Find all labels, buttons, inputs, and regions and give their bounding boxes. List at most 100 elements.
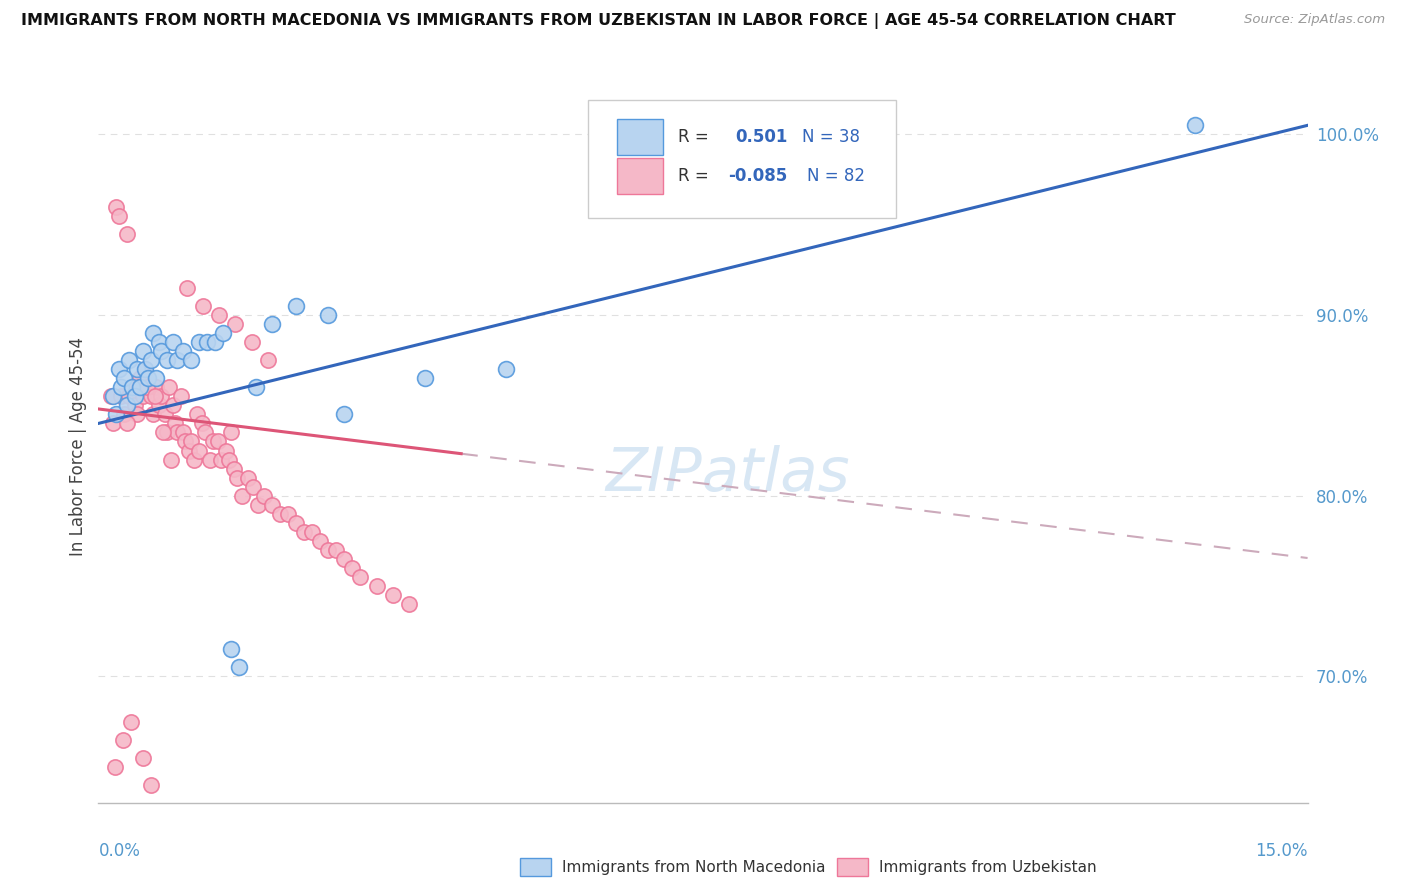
Point — [242, 480, 264, 494]
Point — [157, 380, 180, 394]
Point — [240, 335, 263, 350]
Point — [166, 425, 188, 440]
Point — [316, 542, 339, 557]
Point — [142, 408, 165, 422]
Point — [186, 408, 208, 422]
Text: -0.085: -0.085 — [728, 168, 787, 186]
Point — [139, 389, 162, 403]
Point — [260, 317, 283, 331]
Point — [183, 452, 205, 467]
Point — [194, 425, 217, 440]
Point — [224, 317, 246, 331]
Point — [134, 362, 156, 376]
Point — [134, 362, 156, 376]
Point — [163, 417, 186, 431]
Point — [188, 335, 211, 350]
Point — [245, 380, 267, 394]
Point — [169, 389, 191, 403]
Point — [143, 389, 166, 403]
Point — [231, 489, 253, 503]
Point — [277, 507, 299, 521]
Point — [222, 461, 245, 475]
Point — [218, 452, 240, 467]
Point — [209, 452, 232, 467]
Point — [101, 389, 124, 403]
Text: Source: ZipAtlas.com: Source: ZipAtlas.com — [1244, 13, 1385, 27]
Point — [198, 452, 221, 467]
FancyBboxPatch shape — [617, 159, 664, 194]
Point — [176, 281, 198, 295]
Point — [145, 371, 167, 385]
FancyBboxPatch shape — [617, 120, 664, 155]
Point — [172, 344, 194, 359]
Point — [201, 434, 224, 449]
Point — [128, 380, 150, 394]
Point — [166, 353, 188, 368]
Point — [190, 417, 212, 431]
Point — [215, 443, 238, 458]
Point — [103, 759, 125, 773]
Point — [132, 389, 155, 403]
Point — [152, 425, 174, 440]
Point — [316, 308, 339, 322]
Point — [256, 353, 278, 368]
Y-axis label: In Labor Force | Age 45-54: In Labor Force | Age 45-54 — [69, 336, 87, 556]
Point — [150, 344, 173, 359]
Point — [172, 425, 194, 440]
Point — [212, 326, 235, 340]
Point — [228, 660, 250, 674]
Text: Immigrants from North Macedonia: Immigrants from North Macedonia — [562, 860, 825, 874]
Point — [349, 570, 371, 584]
Point — [101, 417, 124, 431]
Point — [111, 732, 134, 747]
Point — [132, 750, 155, 764]
Point — [162, 398, 184, 412]
Point — [301, 524, 323, 539]
Point — [309, 533, 332, 548]
Point — [153, 408, 176, 422]
Text: 0.0%: 0.0% — [98, 842, 141, 860]
Point — [325, 542, 347, 557]
Point — [413, 371, 436, 385]
Point — [121, 380, 143, 394]
Point — [129, 380, 152, 394]
Point — [115, 227, 138, 241]
Point — [180, 353, 202, 368]
Point — [253, 489, 276, 503]
Point — [160, 452, 183, 467]
Point — [366, 579, 388, 593]
Point — [145, 380, 167, 394]
Point — [107, 209, 129, 223]
Point — [110, 389, 132, 403]
Point — [162, 335, 184, 350]
Point — [115, 398, 138, 412]
Point — [269, 507, 291, 521]
Text: Immigrants from Uzbekistan: Immigrants from Uzbekistan — [879, 860, 1097, 874]
Text: N = 38: N = 38 — [803, 128, 860, 146]
Point — [124, 389, 146, 403]
Point — [135, 380, 157, 394]
Point — [124, 398, 146, 412]
Point — [107, 362, 129, 376]
FancyBboxPatch shape — [588, 100, 897, 218]
Text: 0.501: 0.501 — [735, 128, 787, 146]
Point — [139, 778, 162, 792]
Point — [115, 417, 138, 431]
Point — [236, 470, 259, 484]
Point — [177, 443, 200, 458]
Point — [105, 200, 128, 214]
Text: R =: R = — [678, 128, 718, 146]
Point — [112, 408, 135, 422]
Point — [180, 434, 202, 449]
Point — [105, 408, 128, 422]
Point — [127, 362, 149, 376]
Point — [121, 380, 143, 394]
Point — [138, 371, 160, 385]
Point — [204, 335, 226, 350]
Point — [118, 353, 141, 368]
Text: 15.0%: 15.0% — [1256, 842, 1308, 860]
Point — [100, 389, 122, 403]
Point — [221, 642, 243, 657]
Point — [139, 353, 162, 368]
Text: R =: R = — [678, 168, 714, 186]
